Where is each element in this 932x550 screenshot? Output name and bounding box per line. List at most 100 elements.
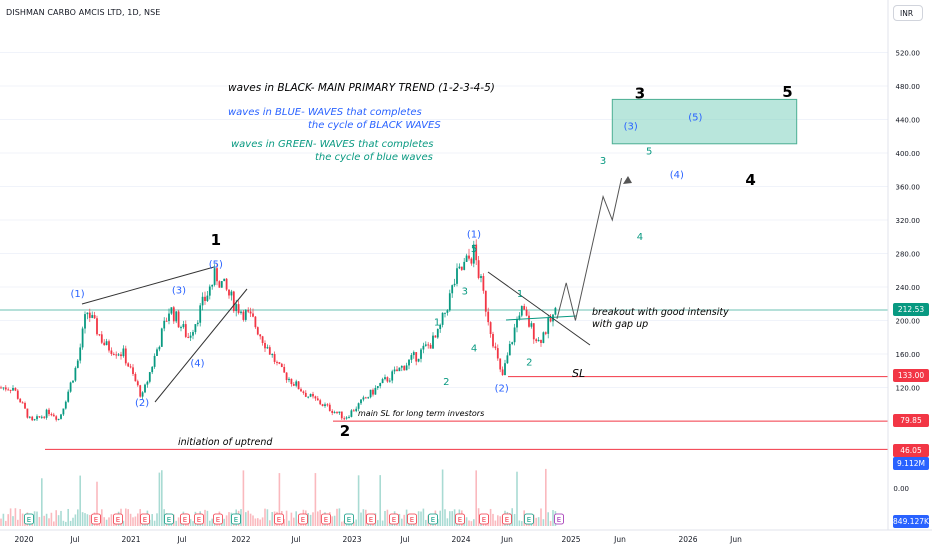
volume-bar [535, 517, 537, 526]
volume-bar [494, 520, 497, 526]
candle-body [400, 365, 403, 368]
candle-body [194, 324, 197, 333]
candle-body [266, 347, 269, 349]
candle-body [0, 387, 2, 389]
candle-body [170, 307, 173, 314]
volume-bar [132, 517, 134, 526]
volume-bar [521, 521, 523, 526]
wave-label-blue: (3) [172, 286, 186, 297]
volume-bar [134, 516, 137, 526]
candle-body [55, 416, 58, 420]
legend-black-note: waves in BLACK- MAIN PRIMARY TREND (1-2-… [228, 82, 495, 94]
candle-body [98, 334, 101, 336]
x-tick-label: Jun [500, 535, 513, 544]
x-tick-label: 2021 [121, 535, 140, 544]
earnings-letter: E [410, 516, 414, 524]
volume-bar [441, 469, 444, 526]
candle-body [540, 339, 542, 343]
volume-bar [285, 510, 288, 526]
volume-bar [17, 519, 19, 526]
candle-body [74, 367, 77, 381]
candle-body [487, 311, 490, 323]
candle-body [441, 312, 444, 325]
volume-bar [81, 512, 84, 526]
currency-selector[interactable]: INR [893, 5, 923, 21]
volume-bar [377, 520, 379, 526]
wave-label-black: 3 [635, 85, 645, 103]
candle-body [288, 378, 290, 381]
volume-bar [547, 512, 549, 526]
candle-body [204, 296, 206, 301]
candle-body [100, 334, 103, 343]
time-axis[interactable]: 2020 Jul 2021 Jul 2022 Jul 2023 Jul 2024 Jun 2025 J… [0, 529, 932, 544]
candle-body [523, 305, 526, 310]
candle-body [21, 402, 24, 404]
volume-bar [365, 509, 367, 526]
earnings-box [389, 513, 399, 525]
candle-body [496, 348, 499, 359]
volume-bar [19, 509, 21, 526]
earnings-letter: E [183, 516, 187, 524]
volume-bar [209, 520, 211, 526]
x-tick-label: 2026 [678, 535, 697, 544]
y-tick-label: 440.00 [896, 117, 921, 125]
candle-body [16, 390, 19, 399]
candle-body [211, 284, 214, 287]
volume-bar [12, 516, 14, 526]
candle-body [168, 313, 170, 322]
candle-body [436, 329, 439, 338]
candle-body [405, 365, 408, 371]
candle-body [271, 354, 274, 356]
price-axis[interactable]: 520.00 480.00 440.00 400.00 360.00 320.00 280.… [887, 0, 921, 530]
volume-bar [360, 512, 362, 526]
earnings-box [407, 513, 417, 525]
candle-body [60, 414, 62, 419]
volume-bar [312, 512, 314, 526]
candle-body [453, 283, 456, 286]
y-tick-label: 160.00 [896, 351, 921, 359]
candle-body [273, 354, 276, 362]
candle-body [456, 268, 458, 284]
candle-body [259, 334, 262, 337]
volume-bar [264, 508, 266, 526]
last-price-tag: 212.53 [893, 303, 929, 316]
candle-body [120, 354, 122, 357]
volume-bar [379, 475, 381, 526]
candle-body [9, 389, 12, 391]
candle-body [12, 388, 14, 391]
volume-bar [293, 517, 295, 526]
volume-bar [425, 519, 427, 526]
legend-blue-note-1: waves in BLUE- WAVES that completes [228, 107, 422, 118]
volume-bar [53, 521, 55, 526]
initiation-note: initiation of uptrend [178, 437, 273, 448]
volume-bar [552, 510, 554, 526]
x-tick-label: Jun [613, 535, 626, 544]
candle-body [547, 318, 550, 334]
candle-body [362, 397, 365, 400]
candle-body [554, 307, 557, 315]
candle-body [460, 266, 463, 270]
earnings-box [180, 513, 190, 525]
earnings-marker: E [554, 513, 564, 525]
candle-body [506, 355, 509, 364]
earnings-box [113, 513, 123, 525]
volume-bar [7, 514, 9, 526]
volume-bar [353, 521, 355, 526]
candle-body [295, 381, 298, 386]
trend-line [487, 271, 591, 346]
wave-labels: 1 2 3 4 5 (1) (2) (3) (4) (5) (1) (2) (3) (4) (5) 1 2 3 4 5… [70, 83, 792, 440]
earnings-marker: E [344, 513, 354, 525]
candle-body [172, 307, 175, 322]
volume-bar [125, 508, 127, 526]
volume-bar [55, 510, 57, 526]
volume-bar [127, 509, 129, 526]
volume-bar [384, 510, 386, 526]
candle-body [160, 328, 163, 347]
x-tick-label: 2025 [561, 535, 580, 544]
candle-body [127, 363, 130, 367]
earnings-letter: E [277, 516, 281, 524]
volume-bar [225, 515, 228, 526]
volume-bar [89, 514, 91, 526]
earnings-letter: E [505, 516, 509, 524]
